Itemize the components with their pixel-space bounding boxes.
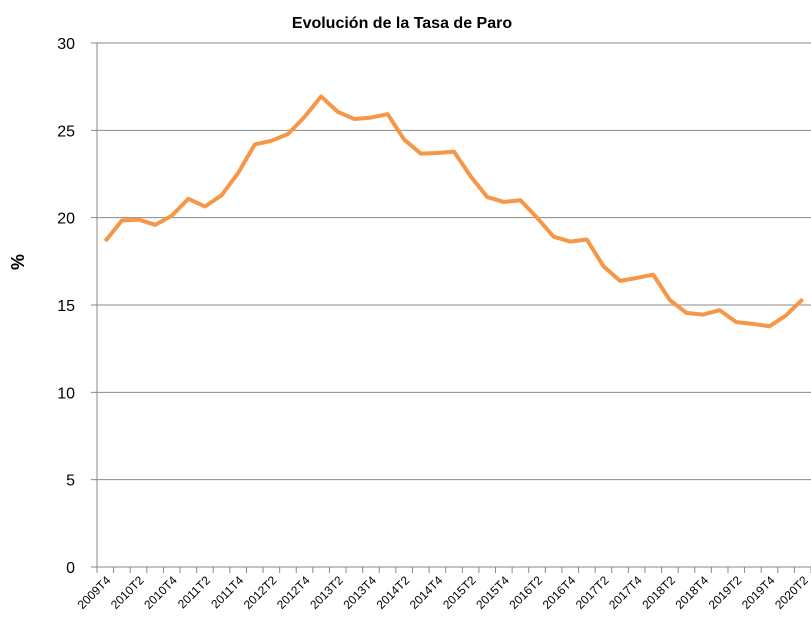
x-tick-label: 2012T4 [274, 573, 313, 612]
x-tick-label: 2011T4 [208, 573, 246, 611]
x-tick-label: 2017T4 [606, 573, 645, 612]
x-tick-label: 2019T2 [706, 573, 745, 612]
x-tick-label: 2018T2 [639, 573, 678, 612]
x-tick-label: 2017T2 [573, 573, 612, 612]
y-tick-label: 0 [66, 560, 75, 577]
chart-title: Evolución de la Tasa de Paro [292, 15, 512, 32]
x-tick-label: 2016T2 [506, 573, 545, 612]
x-tick-label: 2014T2 [374, 573, 413, 612]
x-tick-label: 2009T4 [75, 573, 114, 612]
x-tick-label: 2015T4 [473, 573, 512, 612]
x-tick-label: 2018T4 [673, 573, 712, 612]
y-tick-label: 25 [57, 123, 75, 140]
x-tick-label: 2019T4 [739, 573, 778, 612]
y-tick-label: 20 [57, 211, 75, 228]
y-axis-label: % [8, 254, 28, 270]
x-tick-label: 2016T4 [540, 573, 579, 612]
y-tick-label: 5 [66, 473, 75, 490]
x-tick-label: 2010T2 [108, 573, 147, 612]
x-tick-label: 2015T2 [440, 573, 479, 612]
data-line [103, 94, 805, 329]
y-tick-label: 10 [57, 385, 75, 402]
x-tick-label: 2020T2 [772, 573, 811, 612]
x-tick-label: 2012T2 [241, 573, 280, 612]
x-tick-label: 2010T4 [141, 573, 180, 612]
x-tick-label: 2014T4 [407, 573, 446, 612]
x-tick-label: 2013T2 [307, 573, 346, 612]
y-tick-label: 30 [57, 36, 75, 53]
x-tick-label: 2011T2 [175, 573, 213, 611]
x-tick-label: 2013T4 [340, 573, 379, 612]
y-tick-label: 15 [57, 298, 75, 315]
